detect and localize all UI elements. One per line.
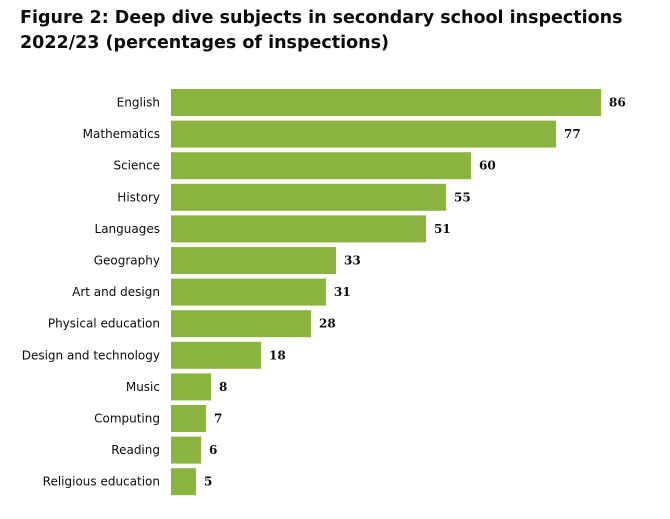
bar	[171, 215, 426, 243]
data-label: 7	[214, 412, 222, 426]
bar	[171, 152, 471, 180]
bar	[171, 468, 196, 496]
category-label: Computing	[94, 412, 160, 426]
bar	[171, 247, 336, 274]
data-label: 51	[434, 222, 451, 236]
data-label: 5	[204, 475, 212, 489]
data-label: 77	[564, 127, 581, 141]
data-label: 55	[454, 190, 471, 204]
data-label: 28	[319, 317, 336, 331]
category-label: History	[117, 190, 160, 204]
category-label: Reading	[111, 443, 160, 457]
chart-title: Figure 2: Deep dive subjects in secondar…	[20, 8, 623, 53]
data-label: 31	[334, 285, 351, 299]
bar	[171, 120, 556, 148]
bar	[171, 405, 206, 432]
bar	[171, 183, 446, 211]
data-label: 60	[479, 159, 496, 173]
bar	[171, 436, 201, 464]
category-label: Music	[126, 380, 160, 394]
bar	[171, 89, 601, 116]
data-label: 8	[219, 380, 227, 394]
data-label: 6	[209, 443, 217, 457]
category-label: Languages	[95, 222, 160, 236]
category-label: Art and design	[72, 285, 160, 299]
category-label: Physical education	[48, 317, 160, 331]
data-label: 86	[609, 96, 626, 110]
data-label: 33	[344, 254, 361, 268]
bar	[171, 341, 261, 369]
category-label: Science	[113, 159, 160, 173]
category-label: English	[117, 96, 160, 110]
bar	[171, 310, 311, 338]
bar	[171, 278, 326, 306]
data-label: 18	[269, 348, 286, 362]
category-label: Mathematics	[83, 127, 160, 141]
bar	[171, 373, 211, 401]
category-label: Geography	[94, 254, 160, 268]
category-label: Design and technology	[22, 348, 160, 362]
category-label: Religious education	[43, 475, 160, 489]
